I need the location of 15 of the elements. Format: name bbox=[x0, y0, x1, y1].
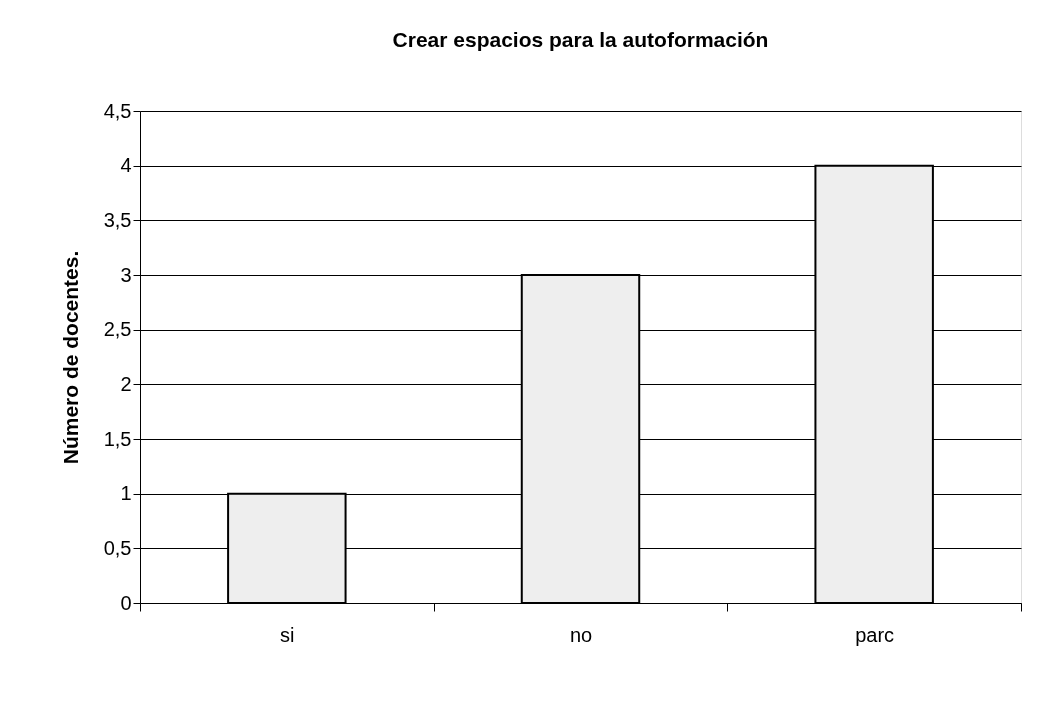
y-tick-label: 4,5 bbox=[103, 99, 132, 122]
x-tick-label: no bbox=[569, 623, 593, 646]
y-axis-title: Número de docentes. bbox=[58, 250, 82, 465]
x-tick-label: si bbox=[280, 623, 295, 646]
y-tick-label: 1,5 bbox=[103, 427, 132, 450]
y-tick-label: 3,5 bbox=[103, 208, 132, 231]
y-tick-label: 2,5 bbox=[103, 318, 132, 341]
y-tick-label: 4 bbox=[120, 154, 132, 177]
y-tick-label: 0 bbox=[120, 591, 132, 614]
y-tick-label: 3 bbox=[120, 263, 132, 286]
y-tick-label: 0,5 bbox=[103, 536, 132, 559]
y-tick-label: 1 bbox=[120, 482, 132, 505]
chart-title: Crear espacios para la autoformación bbox=[392, 28, 769, 51]
y-tick-label: 2 bbox=[120, 372, 132, 395]
x-tick-label: parc bbox=[855, 623, 895, 646]
